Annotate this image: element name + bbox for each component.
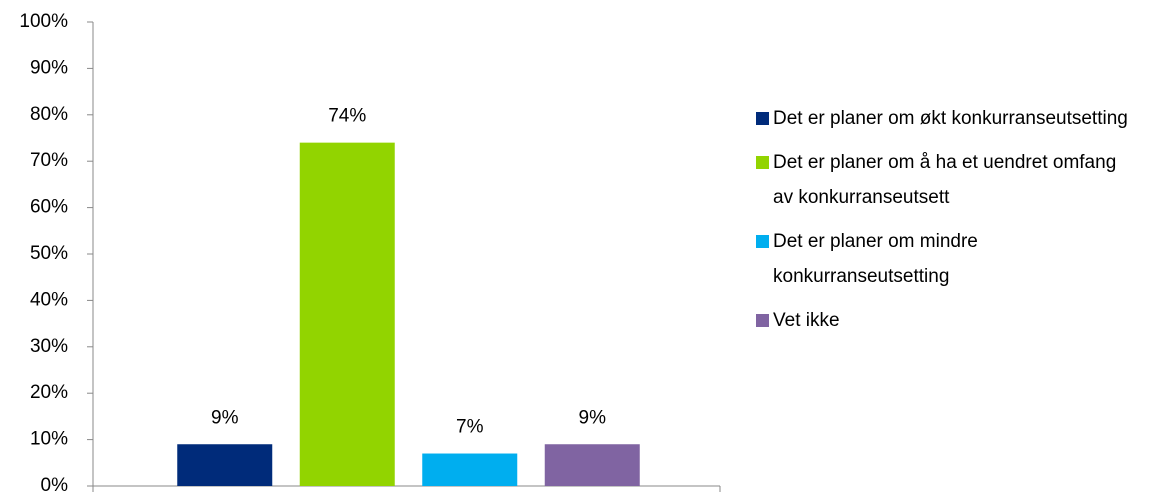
data-label: 9% [579,407,607,428]
y-tick-label: 20% [30,382,68,403]
bar [177,444,273,486]
y-tick-label: 30% [30,336,68,357]
y-tick-label: 0% [41,475,69,496]
y-tick-label: 50% [30,243,68,264]
bar [299,142,395,486]
legend-item: Det er planer om mindre konkurranseutset… [756,224,1136,294]
data-label: 74% [328,106,366,127]
legend: Det er planer om økt konkurranseutsettin… [756,101,1136,347]
y-tick-label: 70% [30,150,68,171]
bar [422,453,518,486]
legend-swatch [756,235,769,248]
legend-item: Vet ikke [756,303,1136,338]
y-tick-label: 90% [30,57,68,78]
bar [544,444,640,486]
y-tick-label: 100% [19,11,68,32]
y-tick-label: 60% [30,197,68,218]
legend-swatch [756,314,769,327]
y-tick-label: 40% [30,289,68,310]
legend-swatch [756,112,769,125]
legend-label: Det er planer om mindre konkurranseutset… [773,231,978,287]
data-label: 9% [211,407,239,428]
legend-label: Vet ikke [773,310,840,331]
legend-label: Det er planer om å ha et uendret omfang … [773,152,1117,208]
y-tick-label: 10% [30,429,68,450]
y-tick-label: 80% [30,104,68,125]
data-label: 7% [456,417,484,438]
legend-item: Det er planer om økt konkurranseutsettin… [756,101,1136,136]
legend-item: Det er planer om å ha et uendret omfang … [756,145,1136,215]
legend-label: Det er planer om økt konkurranseutsettin… [773,108,1128,129]
legend-swatch [756,156,769,169]
